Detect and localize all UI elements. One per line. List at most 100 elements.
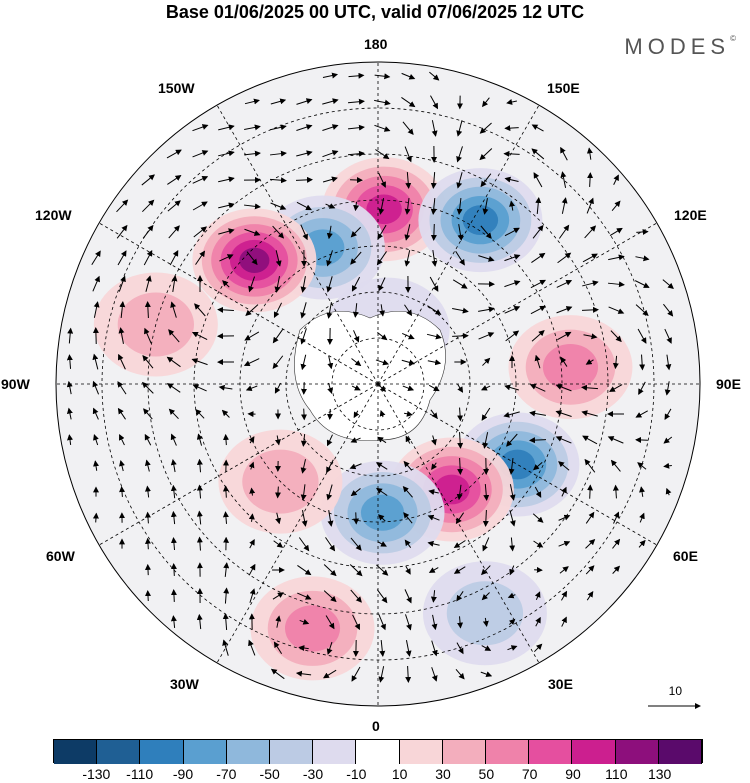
wind-arrow bbox=[275, 250, 282, 267]
wind-arrow bbox=[326, 302, 333, 319]
colorbar-segment bbox=[54, 740, 98, 764]
wind-arrow bbox=[349, 564, 363, 577]
wind-arrow bbox=[379, 410, 386, 418]
wind-arrow bbox=[351, 276, 361, 292]
modes-logo: MODES© bbox=[624, 34, 736, 59]
wind-arrow bbox=[585, 538, 596, 549]
wind-arrow bbox=[457, 432, 464, 449]
wind-arrow bbox=[635, 255, 650, 262]
wind-arrow bbox=[300, 434, 307, 447]
wind-arrow bbox=[426, 333, 442, 340]
wind-arrow bbox=[222, 511, 229, 524]
wind-arrow bbox=[196, 536, 203, 551]
wind-arrow bbox=[583, 333, 598, 340]
wind-arrow bbox=[274, 276, 281, 293]
wind-arrow bbox=[531, 252, 546, 263]
wind-arrow bbox=[561, 590, 568, 601]
wind-arrow bbox=[428, 567, 439, 573]
wind-arrow bbox=[322, 176, 338, 183]
wind-arrow bbox=[144, 433, 152, 446]
lon-label-90w: 90W bbox=[1, 376, 30, 392]
wind-arrow bbox=[296, 98, 313, 105]
lon-label-120e: 120E bbox=[674, 207, 707, 223]
wind-arrow bbox=[327, 355, 334, 370]
wind-arrow bbox=[192, 384, 207, 392]
wind-arrow bbox=[664, 328, 672, 344]
wind-arrow bbox=[118, 353, 126, 370]
wind-arrow bbox=[350, 537, 362, 551]
wind-arrow bbox=[662, 279, 674, 290]
wind-arrow bbox=[270, 202, 287, 210]
wind-arrow bbox=[456, 591, 464, 602]
wind-arrow bbox=[192, 176, 209, 184]
wind-arrow bbox=[119, 486, 125, 497]
wind-arrow bbox=[533, 540, 544, 548]
wind-arrow bbox=[272, 355, 284, 370]
wind-arrow bbox=[481, 407, 491, 421]
wind-arrow bbox=[584, 225, 597, 239]
wind-arrow bbox=[322, 98, 339, 105]
wind-arrow bbox=[191, 358, 208, 366]
wind-arrow bbox=[403, 512, 413, 524]
wind-arrow bbox=[91, 250, 101, 266]
wind-arrow bbox=[503, 150, 520, 157]
wind-arrow bbox=[404, 250, 411, 267]
wind-arrow bbox=[170, 301, 177, 318]
wind-arrow bbox=[297, 592, 312, 600]
wind-arrow bbox=[166, 356, 181, 368]
wind-arrow bbox=[582, 280, 599, 287]
wind-arrow bbox=[67, 434, 73, 445]
wind-arrow bbox=[144, 485, 151, 498]
wind-arrow bbox=[581, 384, 599, 391]
wind-arrow bbox=[613, 174, 619, 185]
wind-arrow bbox=[506, 99, 517, 105]
wind-arrow bbox=[509, 484, 516, 501]
wind-arrow bbox=[298, 537, 310, 552]
wind-arrow bbox=[379, 304, 386, 317]
wind-arrow bbox=[116, 224, 128, 239]
wind-arrow bbox=[405, 435, 412, 444]
wind-arrow bbox=[581, 306, 599, 313]
wind-arrow bbox=[534, 643, 543, 653]
wind-arrow bbox=[581, 410, 598, 417]
wind-arrow bbox=[193, 226, 208, 238]
wind-arrow bbox=[507, 645, 518, 651]
wind-arrow bbox=[222, 485, 229, 498]
wind-arrow bbox=[586, 197, 594, 214]
colorbar-segment bbox=[572, 740, 616, 764]
wind-arrow bbox=[585, 358, 594, 365]
wind-arrow bbox=[478, 306, 495, 313]
wind-arrow bbox=[352, 614, 361, 631]
wind-arrow bbox=[608, 306, 625, 314]
wind-arrow bbox=[192, 150, 209, 158]
wind-arrow bbox=[301, 510, 308, 527]
wind-arrow bbox=[196, 484, 203, 499]
wind-arrow bbox=[170, 433, 177, 446]
wind-arrow bbox=[555, 410, 572, 418]
wind-arrow bbox=[503, 411, 520, 418]
wind-arrow bbox=[479, 148, 493, 161]
anomaly-center-4 bbox=[542, 344, 599, 391]
wind-arrow bbox=[404, 146, 412, 163]
wind-arrow bbox=[144, 511, 151, 524]
wind-arrow bbox=[456, 120, 463, 137]
wind-arrow bbox=[561, 486, 567, 497]
wind-arrow bbox=[403, 460, 413, 471]
wind-arrow bbox=[557, 252, 572, 264]
wind-arrow bbox=[455, 251, 465, 266]
wind-arrow bbox=[269, 150, 287, 157]
wind-arrow bbox=[404, 304, 413, 317]
wind-arrow bbox=[482, 198, 489, 215]
wind-arrow bbox=[587, 484, 594, 499]
wind-arrow bbox=[248, 639, 256, 656]
wind-arrow bbox=[663, 303, 674, 317]
wind-arrow bbox=[171, 275, 178, 292]
wind-arrow bbox=[274, 382, 282, 394]
wind-arrow bbox=[609, 227, 623, 237]
wind-arrow bbox=[300, 328, 307, 345]
wind-arrow bbox=[636, 228, 649, 235]
wind-arrow bbox=[244, 331, 260, 341]
wind-arrow bbox=[378, 384, 387, 392]
wind-arrow bbox=[535, 616, 541, 627]
wind-arrow bbox=[405, 171, 412, 189]
